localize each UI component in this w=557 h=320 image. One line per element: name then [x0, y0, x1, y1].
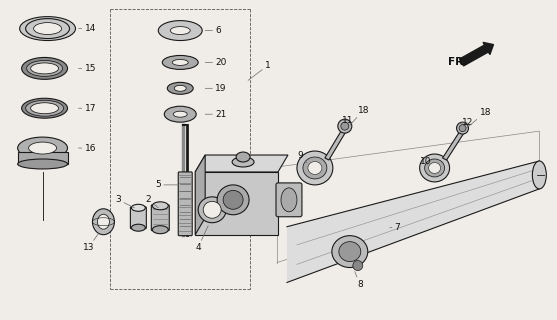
Ellipse shape	[419, 154, 449, 182]
Ellipse shape	[167, 82, 193, 94]
Ellipse shape	[97, 214, 109, 229]
Polygon shape	[325, 128, 347, 160]
Ellipse shape	[297, 151, 333, 185]
Text: 18: 18	[467, 108, 491, 128]
Ellipse shape	[303, 157, 327, 179]
Ellipse shape	[232, 157, 254, 167]
Text: 13: 13	[82, 234, 99, 252]
Text: 11: 11	[342, 116, 353, 125]
Text: 9: 9	[297, 150, 307, 163]
Ellipse shape	[19, 17, 76, 41]
Text: 15: 15	[79, 64, 96, 73]
Ellipse shape	[162, 55, 198, 69]
Text: 1: 1	[248, 61, 271, 80]
Ellipse shape	[332, 236, 368, 268]
FancyBboxPatch shape	[276, 183, 302, 217]
Text: 19: 19	[205, 84, 227, 93]
Ellipse shape	[28, 142, 57, 154]
Ellipse shape	[131, 204, 145, 211]
Ellipse shape	[203, 201, 221, 218]
Ellipse shape	[339, 242, 361, 261]
Text: 20: 20	[205, 58, 227, 67]
Ellipse shape	[131, 224, 145, 231]
Polygon shape	[195, 155, 288, 172]
Text: 8: 8	[355, 271, 363, 289]
Ellipse shape	[33, 23, 61, 35]
Ellipse shape	[217, 185, 249, 215]
Ellipse shape	[31, 63, 58, 74]
Text: 21: 21	[205, 110, 227, 119]
Text: 12: 12	[461, 118, 473, 127]
Polygon shape	[443, 130, 465, 160]
Polygon shape	[195, 155, 205, 235]
Circle shape	[459, 125, 466, 132]
Ellipse shape	[429, 163, 441, 173]
Ellipse shape	[18, 137, 67, 159]
Text: 17: 17	[79, 104, 96, 113]
Ellipse shape	[532, 161, 546, 189]
Text: 18: 18	[350, 106, 369, 125]
Ellipse shape	[22, 98, 67, 118]
Ellipse shape	[170, 27, 190, 35]
Ellipse shape	[18, 159, 67, 169]
Ellipse shape	[27, 60, 62, 76]
Text: 4: 4	[195, 226, 208, 252]
Ellipse shape	[152, 226, 168, 234]
Ellipse shape	[174, 85, 186, 91]
Ellipse shape	[31, 103, 58, 114]
Polygon shape	[195, 172, 278, 235]
Ellipse shape	[236, 152, 250, 162]
Ellipse shape	[22, 58, 67, 79]
FancyBboxPatch shape	[178, 172, 192, 236]
Ellipse shape	[158, 20, 202, 41]
Ellipse shape	[281, 188, 297, 212]
Ellipse shape	[424, 159, 444, 177]
FancyBboxPatch shape	[130, 207, 146, 229]
Ellipse shape	[173, 111, 187, 117]
Circle shape	[338, 119, 352, 133]
Circle shape	[341, 122, 349, 130]
Polygon shape	[287, 161, 539, 283]
Text: 14: 14	[79, 24, 96, 33]
Ellipse shape	[198, 197, 226, 223]
Polygon shape	[18, 152, 67, 164]
Ellipse shape	[164, 106, 196, 122]
Text: 6: 6	[205, 26, 221, 35]
Ellipse shape	[152, 202, 168, 210]
Circle shape	[457, 122, 468, 134]
Ellipse shape	[92, 209, 114, 235]
Ellipse shape	[26, 100, 63, 116]
Ellipse shape	[172, 60, 188, 65]
Ellipse shape	[223, 190, 243, 209]
Text: 3: 3	[115, 195, 134, 208]
Text: 7: 7	[390, 223, 400, 232]
FancyArrow shape	[460, 43, 494, 66]
FancyBboxPatch shape	[152, 205, 169, 231]
Text: 2: 2	[145, 195, 158, 208]
Ellipse shape	[308, 162, 322, 174]
Text: FR.: FR.	[448, 57, 467, 68]
Text: 16: 16	[79, 144, 96, 153]
Text: 5: 5	[155, 180, 178, 189]
Text: 10: 10	[419, 157, 431, 166]
Circle shape	[353, 260, 363, 270]
